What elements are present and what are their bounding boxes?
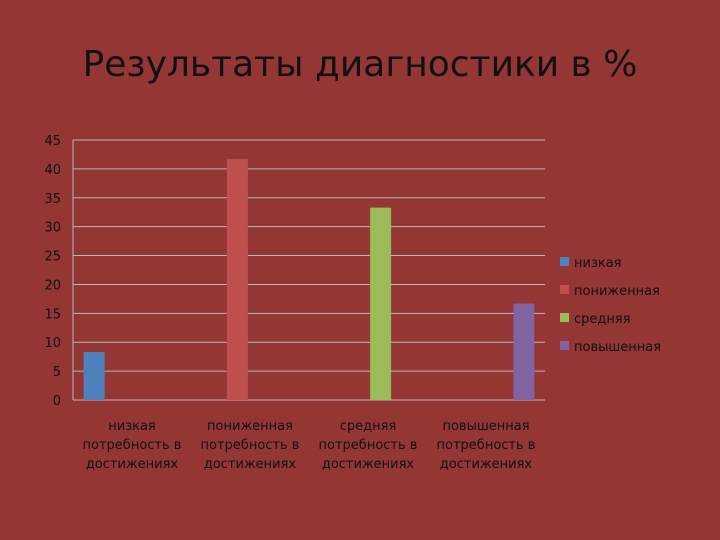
bar-3-средняя bbox=[370, 207, 392, 400]
y-tick-label: 30 bbox=[44, 221, 61, 236]
x-tick-label: достижениях bbox=[204, 457, 297, 472]
x-tick-label: низкая bbox=[108, 419, 156, 434]
x-tick-label: достижениях bbox=[440, 457, 533, 472]
y-tick-label: 25 bbox=[44, 250, 61, 265]
chart-title: Результаты диагностики в % bbox=[82, 44, 638, 85]
x-tick-label: потребность в bbox=[201, 438, 300, 453]
legend-swatch bbox=[560, 285, 569, 294]
y-tick-label: 15 bbox=[44, 307, 61, 322]
bar-1-низкая bbox=[83, 352, 105, 400]
x-tick-label: повышенная bbox=[442, 419, 529, 434]
y-tick-label: 40 bbox=[44, 163, 61, 178]
legend-label: пониженная bbox=[574, 284, 660, 299]
x-tick-label: потребность в bbox=[83, 438, 182, 453]
y-tick-label: 20 bbox=[44, 278, 61, 293]
bar-2-пониженная bbox=[226, 159, 248, 400]
legend-label: средняя bbox=[574, 312, 631, 327]
y-tick-label: 35 bbox=[44, 192, 61, 207]
legend-label: низкая bbox=[574, 256, 622, 271]
x-tick-label: средняя bbox=[340, 419, 397, 434]
y-tick-label: 10 bbox=[44, 336, 61, 351]
legend-swatch bbox=[560, 257, 569, 266]
y-tick-label: 5 bbox=[53, 365, 61, 380]
legend-swatch bbox=[560, 313, 569, 322]
x-tick-label: достижениях bbox=[86, 457, 179, 472]
x-tick-label: пониженная bbox=[207, 419, 293, 434]
x-tick-label: достижениях bbox=[322, 457, 415, 472]
legend-label: повышенная bbox=[574, 340, 661, 355]
y-tick-label: 45 bbox=[44, 134, 61, 149]
bar-4-повышенная bbox=[513, 303, 535, 400]
legend-swatch bbox=[560, 341, 569, 350]
x-tick-label: потребность в bbox=[437, 438, 536, 453]
x-tick-label: потребность в bbox=[319, 438, 418, 453]
y-tick-label: 0 bbox=[53, 394, 61, 409]
